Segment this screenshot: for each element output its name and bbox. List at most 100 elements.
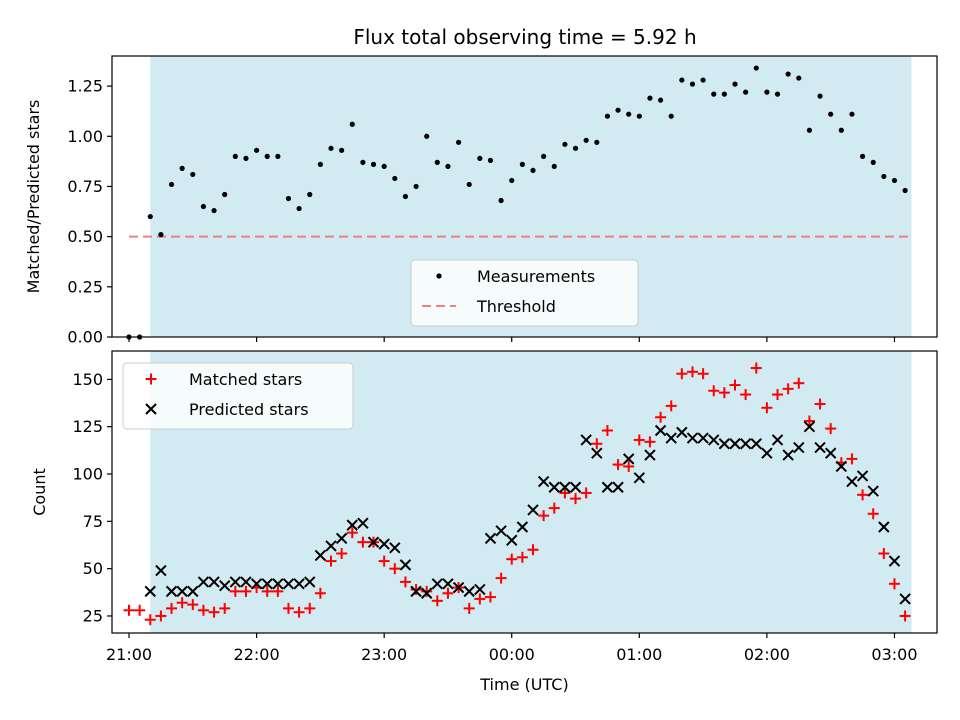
matched-star-point <box>484 591 496 603</box>
count-legend: Matched stars Predicted stars <box>122 362 354 430</box>
count-panel-frame <box>111 350 938 634</box>
predicted-star-point <box>846 475 858 488</box>
measurement-point <box>774 91 781 97</box>
measurement-point <box>487 157 494 163</box>
matched-star-point <box>240 585 252 597</box>
legend-box <box>122 362 354 430</box>
y-tick-label: 75 <box>83 512 103 531</box>
measurement-point <box>200 203 207 210</box>
predicted-star-point <box>654 424 667 437</box>
measurement-point <box>243 155 249 161</box>
predicted-star-point <box>548 481 560 493</box>
y-tick-label: 1.25 <box>67 77 103 96</box>
x-tick-label: 21:00 <box>106 645 152 664</box>
matched-star-point <box>378 555 390 567</box>
measurement-point <box>168 181 175 188</box>
matched-star-point <box>495 572 507 584</box>
predicted-star-point <box>867 485 879 497</box>
matched-star-point <box>857 489 869 501</box>
predicted-star-point <box>686 432 699 444</box>
measurement-point <box>604 113 611 119</box>
measurement-point <box>317 161 323 167</box>
predicted-star-point <box>601 481 614 493</box>
measurement-point <box>753 65 759 71</box>
measurement-point <box>349 121 355 127</box>
ratio-y-ticks: 0.00 0.25 0.50 0.75 1.00 1.25 <box>67 77 112 347</box>
measurement-point <box>562 141 568 147</box>
predicted-star-point <box>367 536 380 548</box>
predicted-star-point <box>208 576 220 588</box>
matched-star-point <box>272 585 284 597</box>
predicted-star-point <box>176 585 188 598</box>
count-points <box>123 362 911 626</box>
predicted-star-point <box>899 593 911 605</box>
matched-star-point <box>591 438 603 450</box>
matched-star-point <box>686 366 698 378</box>
measurement-point <box>849 111 855 117</box>
y-tick-label: 0.00 <box>67 328 103 347</box>
matched-star-point <box>357 536 369 548</box>
predicted-star-point <box>676 426 688 439</box>
x-tick-label: 03:00 <box>871 645 917 664</box>
legend-marker-matched <box>145 373 157 385</box>
count-y-ticks: 25 50 75 100 125 150 <box>72 370 112 625</box>
predicted-star-point <box>782 449 794 461</box>
predicted-star-point <box>622 453 635 465</box>
measurement-point <box>232 153 238 159</box>
predicted-star-point <box>644 449 656 461</box>
predicted-star-point <box>155 564 167 577</box>
measurement-point <box>626 111 632 117</box>
ratio-y-axis-label: Matched/Predicted stars <box>24 100 43 294</box>
predicted-star-point <box>761 447 773 459</box>
measurement-point <box>498 197 504 204</box>
matched-star-point <box>782 383 794 395</box>
predicted-star-point <box>272 578 284 590</box>
predicted-star-point <box>750 438 762 450</box>
predicted-star-point <box>484 532 497 545</box>
ratio-x-ticks <box>128 337 896 342</box>
matched-star-point <box>570 493 582 505</box>
measurement-point <box>466 181 472 188</box>
measurement-point <box>434 159 440 165</box>
chart-title: Flux total observing time = 5.92 h <box>353 25 696 49</box>
measurement-point <box>339 147 345 153</box>
measurement-point <box>732 81 738 87</box>
matched-star-point <box>740 389 752 401</box>
y-tick-label: 25 <box>83 606 103 625</box>
x-tick-label: 22:00 <box>234 645 280 664</box>
measurement-point <box>583 137 589 143</box>
predicted-star-point <box>718 438 731 450</box>
measurement-point <box>424 133 430 139</box>
predicted-star-point <box>282 578 295 590</box>
measurement-point <box>796 75 802 81</box>
predicted-star-point <box>197 576 210 588</box>
measurement-point <box>477 155 483 161</box>
legend-label: Threshold <box>476 297 556 316</box>
y-tick-label: 0.25 <box>67 277 103 296</box>
matched-star-point <box>867 508 879 520</box>
measurement-point <box>572 145 579 151</box>
predicted-star-point <box>452 581 465 594</box>
legend-label: Measurements <box>477 267 595 286</box>
measurement-point <box>392 175 398 182</box>
matched-star-point <box>314 587 326 599</box>
matched-star-point <box>176 597 188 609</box>
matched-star-point <box>336 548 348 560</box>
predicted-star-point <box>612 481 624 493</box>
matched-star-point <box>601 424 613 436</box>
predicted-star-point <box>261 578 273 590</box>
measurement-point <box>828 111 834 117</box>
matched-star-point <box>676 368 688 380</box>
ratio-panel-frame <box>111 55 938 338</box>
measurement-point <box>647 95 653 101</box>
x-axis-label: Time (UTC) <box>479 675 568 694</box>
matched-star-point <box>346 527 358 539</box>
x-tick-label: 01:00 <box>616 645 662 664</box>
predicted-star-point <box>559 481 571 493</box>
predicted-star-point <box>463 585 475 598</box>
matched-star-point <box>612 459 624 471</box>
predicted-star-point <box>516 521 529 533</box>
measurement-point <box>668 113 674 119</box>
measurement-point <box>413 183 419 190</box>
legend-label: Predicted stars <box>189 400 309 419</box>
